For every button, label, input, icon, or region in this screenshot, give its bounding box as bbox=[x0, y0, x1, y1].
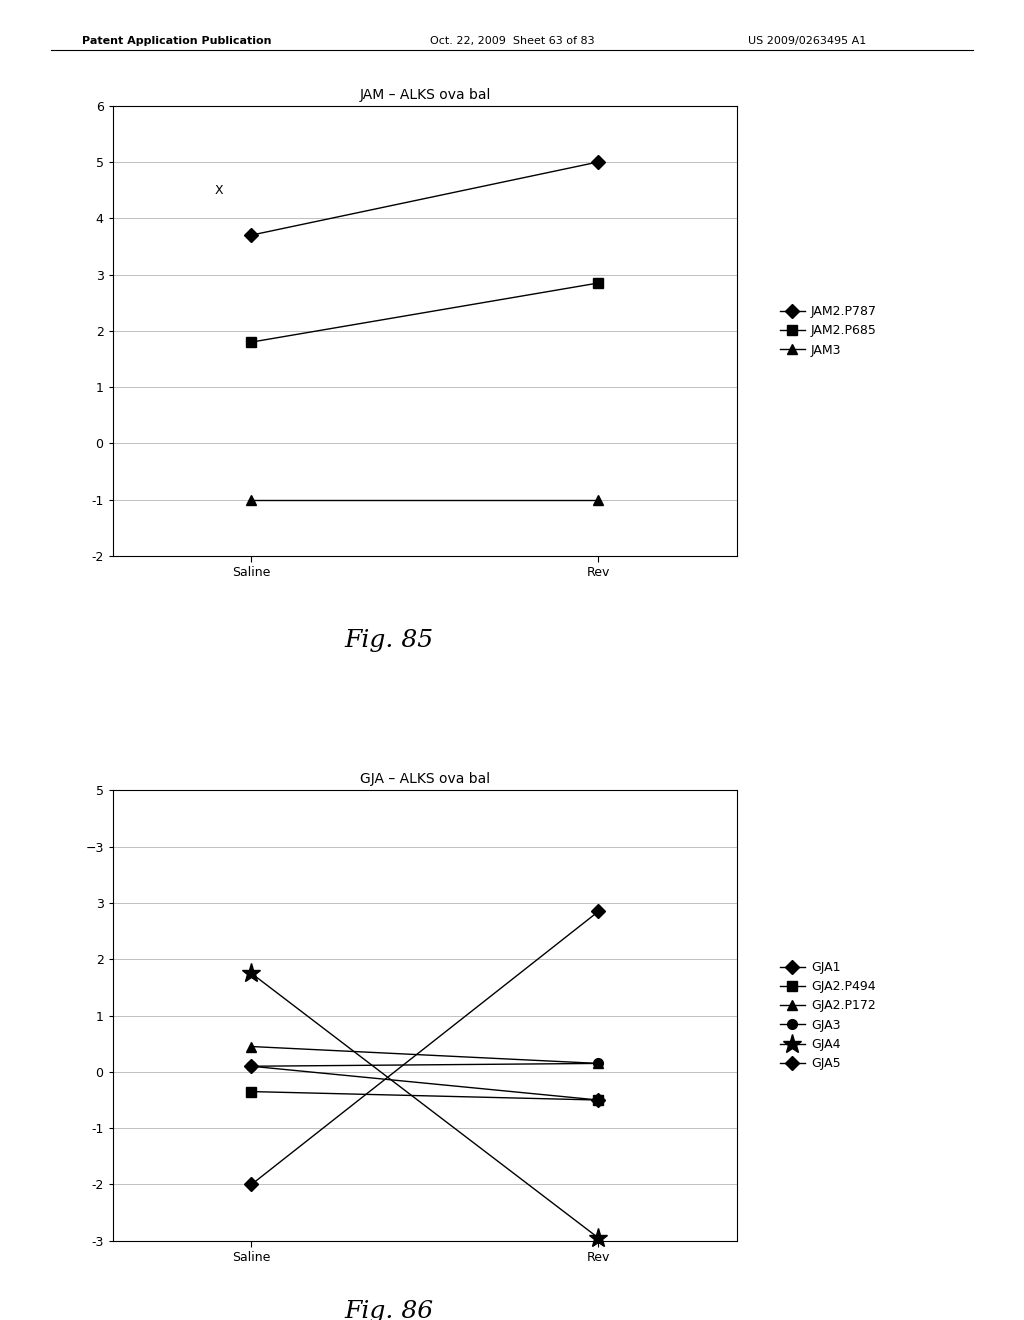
Title: GJA – ALKS ova bal: GJA – ALKS ova bal bbox=[359, 772, 490, 787]
Legend: JAM2.P787, JAM2.P685, JAM3: JAM2.P787, JAM2.P685, JAM3 bbox=[775, 300, 882, 362]
Legend: GJA1, GJA2.P494, GJA2.P172, GJA3, GJA4, GJA5: GJA1, GJA2.P494, GJA2.P172, GJA3, GJA4, … bbox=[775, 956, 881, 1076]
Text: Oct. 22, 2009  Sheet 63 of 83: Oct. 22, 2009 Sheet 63 of 83 bbox=[430, 36, 595, 46]
Text: X: X bbox=[215, 183, 223, 197]
Text: Fig. 85: Fig. 85 bbox=[344, 628, 434, 652]
Text: Patent Application Publication: Patent Application Publication bbox=[82, 36, 271, 46]
Text: Fig. 86: Fig. 86 bbox=[344, 1300, 434, 1320]
Text: US 2009/0263495 A1: US 2009/0263495 A1 bbox=[748, 36, 865, 46]
Title: JAM – ALKS ova bal: JAM – ALKS ova bal bbox=[359, 87, 490, 102]
